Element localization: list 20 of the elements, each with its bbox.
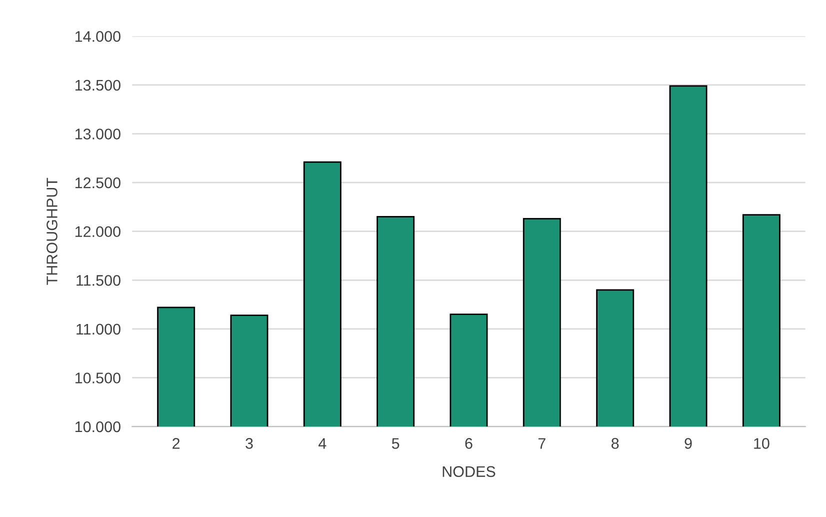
x-axis-title: NODES	[442, 466, 496, 477]
x-tick-label: 3	[246, 438, 253, 449]
y-tick-label: 10.000	[75, 421, 120, 432]
y-tick-label: 11.500	[76, 275, 120, 286]
y-tick-label: 12.000	[75, 226, 120, 238]
x-tick-label: 2	[172, 438, 180, 449]
x-tick-label: 4	[318, 438, 326, 449]
y-tick-label: 13.000	[75, 128, 120, 140]
y-axis-title: THROUGHPUT	[46, 178, 58, 285]
y-tick-label: 12.500	[75, 177, 120, 188]
x-tick-label: 9	[684, 438, 692, 449]
x-tick-label: 10	[754, 438, 770, 449]
x-tick-label: 6	[465, 438, 472, 449]
y-tick-label: 11.000	[76, 324, 120, 335]
x-tick-label: 7	[538, 438, 546, 449]
y-tick-label: 13.500	[75, 80, 120, 91]
x-tick-label: 5	[392, 438, 400, 449]
y-tick-label: 10.500	[75, 372, 120, 384]
y-tick-label: 14.000	[75, 31, 120, 42]
x-tick-label: 8	[612, 438, 619, 449]
